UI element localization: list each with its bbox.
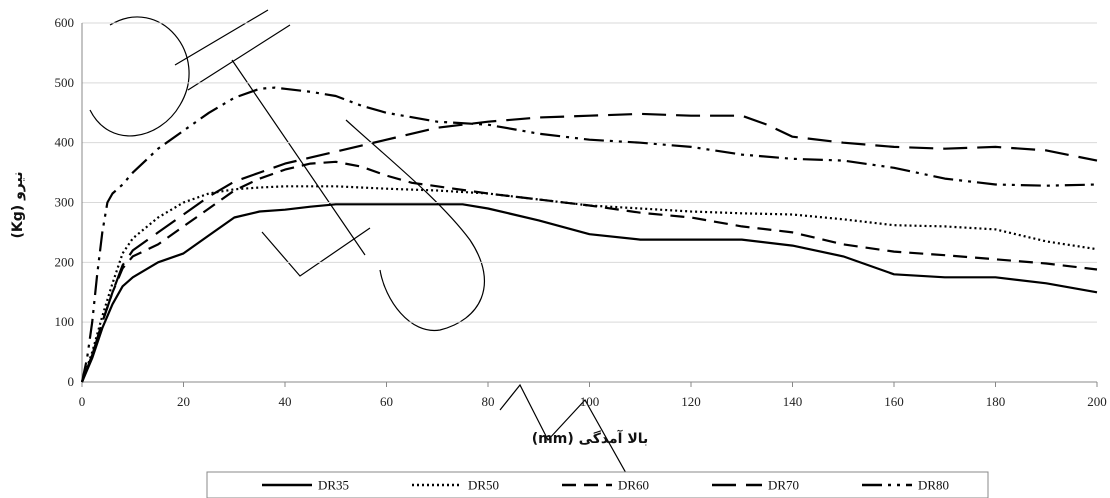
y-tick-label-400: 400 (55, 135, 75, 150)
legend-label-dr35: DR35 (318, 478, 349, 493)
x-tick-label-180: 180 (986, 394, 1006, 409)
x-tick-label-160: 160 (884, 394, 904, 409)
x-tick-label-40: 40 (279, 394, 292, 409)
y-tick-label-0: 0 (68, 374, 75, 389)
axes (81, 23, 1098, 387)
series-line-dr60 (80, 160, 1098, 383)
series-line-dr70 (80, 112, 1098, 383)
tick-labels: 0 100 200 300 400 500 600 0 20 40 60 80 100 120 140 160… (55, 15, 1107, 409)
x-tick-label-20: 20 (177, 394, 190, 409)
y-tick-label-300: 300 (55, 195, 75, 210)
x-tick-label-140: 140 (783, 394, 803, 409)
series-line-dr80 (80, 86, 1098, 383)
series-lines (80, 86, 1098, 383)
series-line-dr35 (80, 203, 1098, 383)
series-line-dr50 (80, 185, 1098, 383)
x-tick-label-80: 80 (482, 394, 495, 409)
y-tick-label-600: 600 (55, 15, 75, 30)
gridlines (82, 22, 1097, 323)
y-axis-title: نیرو (Kg) (10, 172, 26, 239)
legend-label-dr70: DR70 (768, 478, 799, 493)
x-tick-label-120: 120 (681, 394, 701, 409)
y-tick-label-200: 200 (55, 254, 75, 269)
legend-label-dr50: DR50 (468, 478, 499, 493)
watermark (89, 9, 641, 498)
x-axis-title: بالا آمدگی (mm) (532, 429, 649, 447)
y-tick-label-100: 100 (55, 314, 75, 329)
legend-label-dr60: DR60 (618, 478, 649, 493)
legend: DR35 DR50 DR60 DR70 DR80 (206, 471, 989, 498)
x-tick-label-60: 60 (380, 394, 393, 409)
x-tick-label-0: 0 (79, 394, 86, 409)
legend-label-dr80: DR80 (918, 478, 949, 493)
x-tick-label-200: 200 (1087, 394, 1107, 409)
x-tick-label-100: 100 (580, 394, 600, 409)
y-tick-label-500: 500 (55, 75, 75, 90)
